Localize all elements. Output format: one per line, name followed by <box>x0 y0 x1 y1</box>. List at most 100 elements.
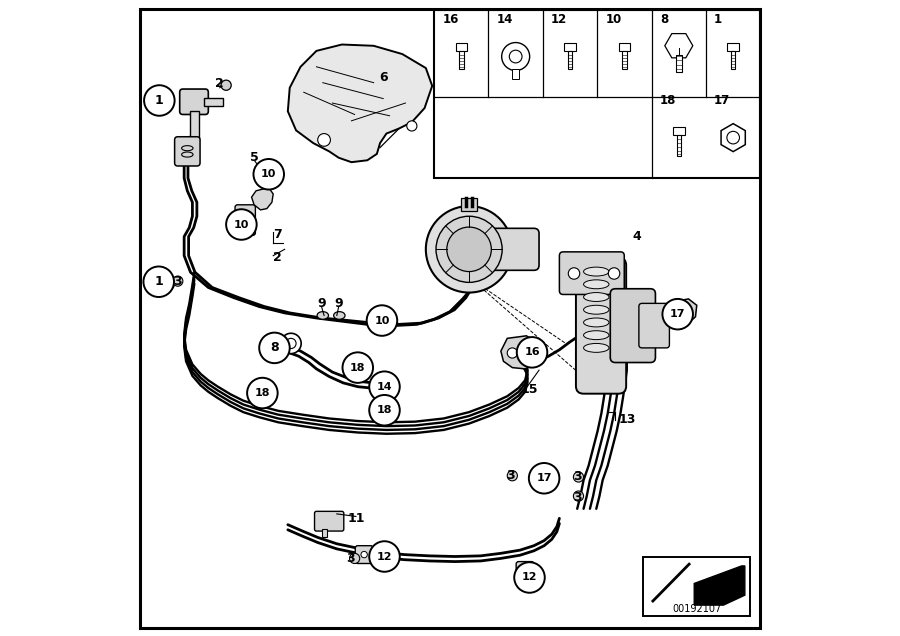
FancyBboxPatch shape <box>576 258 626 394</box>
Text: 3: 3 <box>573 491 581 504</box>
Circle shape <box>662 299 693 329</box>
Text: 3: 3 <box>506 469 515 481</box>
Circle shape <box>366 305 397 336</box>
Text: 3: 3 <box>174 275 182 288</box>
Ellipse shape <box>583 318 609 327</box>
Circle shape <box>727 132 740 144</box>
Circle shape <box>286 338 296 349</box>
Text: 14: 14 <box>497 13 513 26</box>
Bar <box>622 51 626 69</box>
Bar <box>618 43 630 51</box>
Text: 15: 15 <box>521 384 538 396</box>
Circle shape <box>522 567 528 574</box>
Ellipse shape <box>317 312 328 319</box>
Bar <box>727 43 739 51</box>
Text: 10: 10 <box>606 13 622 26</box>
Bar <box>731 51 735 69</box>
Bar <box>462 198 477 211</box>
Text: 17: 17 <box>536 473 552 483</box>
FancyBboxPatch shape <box>639 303 670 348</box>
Polygon shape <box>501 336 540 369</box>
Bar <box>677 135 681 156</box>
Text: 5: 5 <box>250 151 259 163</box>
Circle shape <box>523 348 533 358</box>
Text: 17: 17 <box>670 309 686 319</box>
Circle shape <box>349 553 360 563</box>
Ellipse shape <box>583 305 609 314</box>
FancyBboxPatch shape <box>180 89 208 114</box>
Circle shape <box>501 43 530 71</box>
Bar <box>190 111 199 140</box>
Text: 18: 18 <box>377 405 392 415</box>
Circle shape <box>529 463 560 494</box>
Circle shape <box>508 471 518 481</box>
Text: 18: 18 <box>660 94 676 107</box>
Text: 10: 10 <box>261 169 276 179</box>
Text: 3: 3 <box>346 552 355 565</box>
Circle shape <box>517 337 547 368</box>
Circle shape <box>226 209 256 240</box>
Text: 1: 1 <box>154 275 163 288</box>
Circle shape <box>369 541 400 572</box>
Bar <box>676 55 682 73</box>
Bar <box>459 51 464 69</box>
Circle shape <box>254 159 284 190</box>
Text: 2: 2 <box>215 78 224 90</box>
Text: 10: 10 <box>374 315 390 326</box>
Circle shape <box>436 216 502 282</box>
Text: 9: 9 <box>317 297 326 310</box>
Ellipse shape <box>583 280 609 289</box>
Text: 14: 14 <box>377 382 392 392</box>
Polygon shape <box>721 123 745 151</box>
Polygon shape <box>288 45 432 162</box>
FancyBboxPatch shape <box>644 557 751 616</box>
Text: 12: 12 <box>377 551 392 562</box>
Text: 16: 16 <box>524 347 540 357</box>
Polygon shape <box>149 271 176 293</box>
Bar <box>564 43 576 51</box>
FancyBboxPatch shape <box>356 546 373 563</box>
Text: 17: 17 <box>714 94 731 107</box>
Text: 16: 16 <box>442 13 459 26</box>
Text: 18: 18 <box>350 363 365 373</box>
Text: 4: 4 <box>632 230 641 243</box>
FancyBboxPatch shape <box>175 137 200 166</box>
Ellipse shape <box>583 293 609 301</box>
Circle shape <box>407 121 417 131</box>
Circle shape <box>573 472 583 482</box>
Text: 2: 2 <box>273 251 282 264</box>
Circle shape <box>426 206 512 293</box>
Bar <box>321 529 327 537</box>
Circle shape <box>514 562 544 593</box>
Text: 1: 1 <box>155 94 164 107</box>
Ellipse shape <box>583 343 609 352</box>
Polygon shape <box>694 566 745 605</box>
Text: 18: 18 <box>255 388 270 398</box>
Polygon shape <box>252 188 274 210</box>
Circle shape <box>573 491 583 501</box>
FancyBboxPatch shape <box>235 205 256 235</box>
Text: 00192107: 00192107 <box>672 604 722 614</box>
Text: 11: 11 <box>347 512 365 525</box>
FancyBboxPatch shape <box>560 252 625 294</box>
Circle shape <box>143 266 174 297</box>
Circle shape <box>144 85 175 116</box>
Circle shape <box>343 352 373 383</box>
Text: 12: 12 <box>522 572 537 583</box>
Circle shape <box>153 277 162 286</box>
Text: 8: 8 <box>660 13 668 26</box>
Text: 6: 6 <box>379 71 388 84</box>
Circle shape <box>608 268 620 279</box>
FancyBboxPatch shape <box>434 10 760 178</box>
Text: 8: 8 <box>270 342 279 354</box>
Bar <box>673 127 685 135</box>
Circle shape <box>369 395 400 425</box>
Circle shape <box>248 378 277 408</box>
Circle shape <box>173 276 183 286</box>
FancyBboxPatch shape <box>610 289 655 363</box>
Bar <box>204 98 223 106</box>
Circle shape <box>259 333 290 363</box>
Circle shape <box>361 551 367 558</box>
Circle shape <box>221 80 231 90</box>
FancyBboxPatch shape <box>314 511 344 531</box>
